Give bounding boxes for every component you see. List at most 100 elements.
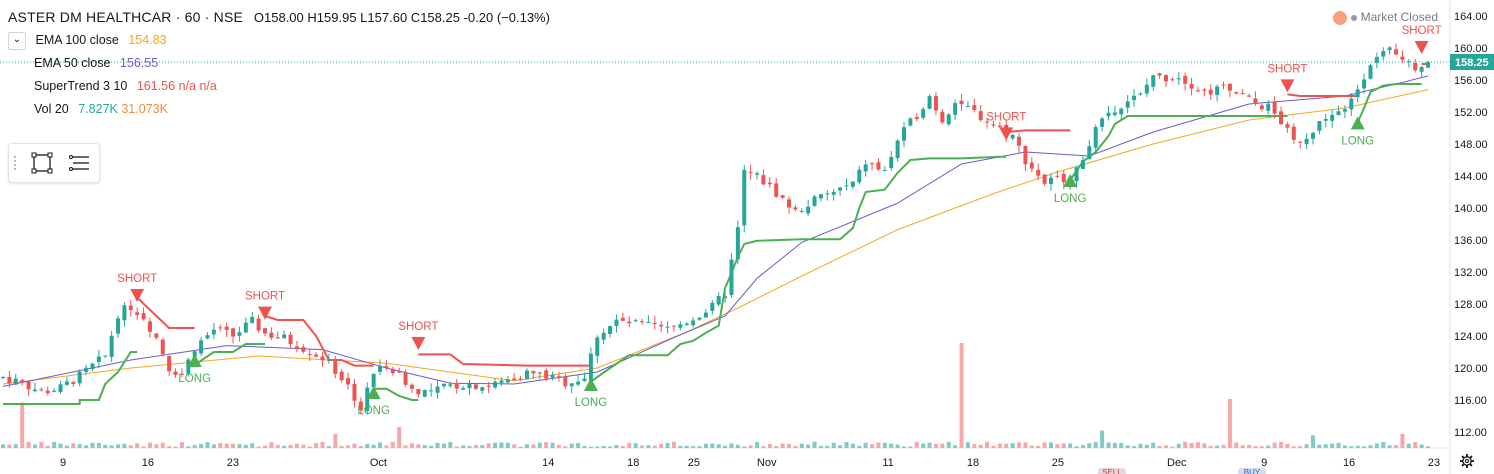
volume-bar xyxy=(103,444,108,448)
volume-bar xyxy=(774,445,779,448)
volume-bar xyxy=(499,442,504,448)
volume-bar xyxy=(735,444,740,448)
candle-body xyxy=(774,183,779,197)
time-axis-label: 23 xyxy=(227,457,239,469)
drag-handle-icon[interactable] xyxy=(13,155,17,171)
volume-bar xyxy=(806,444,811,448)
candle-body xyxy=(876,162,881,170)
volume-bar xyxy=(1125,445,1130,448)
volume-bar xyxy=(275,444,280,448)
candle-body xyxy=(1310,132,1315,139)
volume-bar xyxy=(1055,444,1060,448)
volume-bar xyxy=(90,442,95,448)
chevron-down-icon[interactable]: ⌄ xyxy=(8,31,26,50)
candle-body xyxy=(997,125,1002,128)
candle-body xyxy=(550,374,555,378)
time-axis-label: Nov xyxy=(757,457,777,469)
volume-bar xyxy=(1279,441,1284,448)
volume-bar xyxy=(1330,443,1335,448)
volume-bar xyxy=(262,445,267,448)
candle-body xyxy=(326,359,331,361)
candle-body xyxy=(173,371,178,375)
candle-body xyxy=(365,387,370,411)
market-status-text: Market Closed xyxy=(1360,10,1438,24)
volume-bar xyxy=(1068,443,1073,448)
candle-body xyxy=(946,114,951,125)
volume-bar xyxy=(908,446,913,448)
volume-bar xyxy=(588,446,593,448)
candle-body xyxy=(1304,138,1309,145)
volume-bar xyxy=(914,441,919,448)
rectangle-select-icon[interactable] xyxy=(29,150,55,176)
volume-bar xyxy=(409,443,414,448)
indicator-ema100[interactable]: ⌄ EMA 100 close 154.83 xyxy=(8,29,550,52)
candle-body xyxy=(199,340,204,354)
volume-bar xyxy=(786,443,791,448)
indicator-name: Vol 20 xyxy=(34,102,69,116)
candle-body xyxy=(90,363,95,370)
volume-bar xyxy=(128,445,133,448)
market-status[interactable]: Market Closed xyxy=(1332,10,1438,25)
volume-bar xyxy=(927,442,932,448)
candle-body xyxy=(1170,79,1175,81)
candle-body xyxy=(850,181,855,187)
indicator-value: 154.83 xyxy=(128,33,167,47)
close-value: 158.25 xyxy=(420,10,460,25)
candle-body xyxy=(1247,95,1252,97)
candle-body xyxy=(26,381,31,390)
supertrend-down-segment xyxy=(418,353,591,367)
volume-bar xyxy=(339,445,344,448)
volume-bar xyxy=(991,445,996,448)
candle-body xyxy=(608,326,613,334)
candle-body xyxy=(780,195,785,198)
candle-body xyxy=(154,333,159,338)
long-arrow-icon xyxy=(366,386,381,399)
object-tree-icon[interactable] xyxy=(67,150,93,176)
volume-bar xyxy=(1247,444,1252,448)
volume-bar xyxy=(620,445,625,448)
candle-body xyxy=(224,326,229,330)
volume-bar xyxy=(320,441,325,448)
volume-bar xyxy=(288,444,293,448)
volume-bar xyxy=(378,442,383,448)
volume-bar xyxy=(997,443,1002,448)
short-signal-label: SHORT xyxy=(1402,25,1442,37)
volume-bar xyxy=(250,443,255,448)
volume-bar xyxy=(524,444,529,448)
candle-body xyxy=(576,381,581,385)
candle-body xyxy=(748,171,753,173)
gear-icon[interactable] xyxy=(1459,453,1475,469)
candle-body xyxy=(96,356,101,362)
drawing-toolbar[interactable] xyxy=(8,143,100,183)
volume-bar xyxy=(518,446,523,448)
buy-tab[interactable]: BUY xyxy=(1238,468,1266,474)
volume-bar xyxy=(58,443,63,448)
volume-bar xyxy=(627,442,632,448)
indicator-volume[interactable]: Vol 20 7.827K 31.073K xyxy=(8,98,550,121)
indicator-ema50[interactable]: EMA 50 close 156.55 xyxy=(8,52,550,75)
candle-body xyxy=(537,372,542,374)
sell-tab[interactable]: SELL xyxy=(1098,468,1126,474)
candle-body xyxy=(141,313,146,320)
volume-bar xyxy=(45,445,50,448)
volume-bar xyxy=(173,446,178,448)
volume-bar xyxy=(972,444,977,448)
volume-bar xyxy=(812,441,817,448)
candle-body xyxy=(1227,83,1232,91)
candle-body xyxy=(486,385,491,387)
volume-bar xyxy=(678,445,683,448)
candle-body xyxy=(614,319,619,326)
volume-bar xyxy=(109,445,114,448)
volume-bar xyxy=(1100,430,1105,448)
price-axis-label: 160.00 xyxy=(1454,43,1488,55)
volume-bar xyxy=(13,444,18,448)
volume-bar xyxy=(294,443,299,448)
candle-body xyxy=(1061,173,1066,183)
symbol-title[interactable]: ASTER DM HEALTHCAR · 60 · NSE xyxy=(8,9,244,25)
candle-body xyxy=(288,334,293,344)
volume-bar xyxy=(723,445,728,448)
volume-bar xyxy=(1336,442,1341,448)
volume-bar xyxy=(77,444,82,448)
indicator-supertrend[interactable]: SuperTrend 3 10 161.56 n/a n/a xyxy=(8,75,550,98)
